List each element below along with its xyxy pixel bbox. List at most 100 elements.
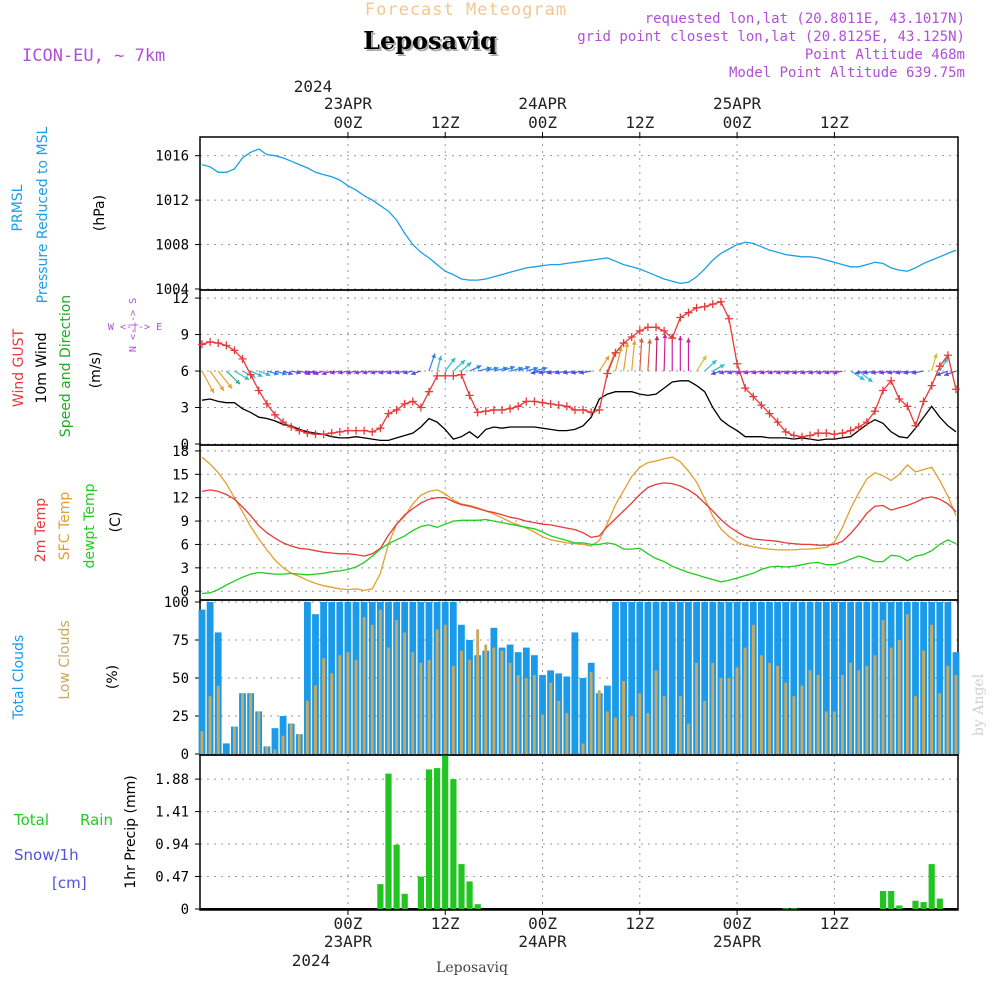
bottom-hour-label: 12Z	[625, 914, 654, 933]
wind-dir-label: Speed and Direction	[58, 295, 74, 437]
low-cloud-bar	[824, 711, 828, 754]
total-cloud-bar	[790, 602, 798, 754]
wind-arrow	[598, 355, 610, 372]
gust-marker	[295, 426, 304, 435]
wind-arrow-shaft	[639, 338, 643, 372]
wind-arrow-head	[863, 370, 868, 375]
wind-arrow	[354, 369, 365, 375]
gust-marker	[238, 354, 247, 363]
grid-point-coordinates: grid point closest lon,lat (20.8125E, 43…	[577, 29, 965, 45]
top-date-label: 23APR	[324, 94, 373, 113]
low-cloud-bar	[200, 731, 204, 754]
total-cloud-bar	[668, 602, 676, 754]
precip-bar	[385, 773, 392, 909]
total-cloud-bar	[198, 609, 206, 754]
temp-dewpt-label: dewpt Temp	[82, 483, 98, 568]
pressure-panel: 1004 1008 1012 1016	[155, 136, 959, 298]
y-tick-label: 3	[181, 561, 189, 577]
wind-arrow	[282, 370, 294, 376]
wind-arrow-head	[411, 370, 416, 376]
wind-arrow	[816, 369, 827, 375]
gust-marker	[457, 370, 466, 379]
wind-arrow-head	[362, 369, 368, 375]
wind-arrow-head	[437, 355, 443, 361]
low-cloud-bar	[468, 659, 471, 754]
low-cloud-bar	[808, 670, 812, 754]
wind-arrow-head	[530, 370, 536, 375]
wind-arrow-head	[710, 370, 716, 376]
precip-bar	[458, 864, 465, 909]
gust-marker	[270, 410, 279, 419]
wind-arrow	[534, 366, 548, 372]
precip-bar	[790, 908, 797, 910]
wind-arrow-head	[546, 370, 552, 375]
low-cloud-bar	[905, 614, 909, 754]
sfc-temp-line	[201, 456, 957, 592]
wind-arrow	[444, 357, 456, 372]
footer-location: Leposaviq	[436, 960, 508, 976]
dewpt-line	[201, 518, 957, 595]
gust-marker	[441, 371, 450, 380]
bottom-hour-label: 00Z	[528, 914, 557, 933]
wind-arrow	[686, 338, 691, 372]
wind-arrow	[858, 370, 873, 383]
low-cloud-bar	[654, 670, 658, 754]
gust-marker	[822, 429, 831, 438]
wind-arrow-head	[509, 365, 515, 371]
model-label: ICON-EU, ~ 7km	[22, 46, 165, 66]
wind-arrow-head	[281, 370, 287, 376]
gust-marker	[716, 297, 725, 306]
total-cloud-bar	[628, 602, 636, 754]
wind-arrow	[370, 369, 381, 375]
gust-marker	[425, 387, 434, 396]
gust-marker	[279, 418, 288, 427]
wind-arrow-head	[476, 365, 482, 370]
low-cloud-bar	[281, 735, 285, 754]
top-hour-label: 00Z	[333, 113, 362, 132]
wind-arrow	[850, 370, 865, 381]
wind-arrow-head	[775, 369, 781, 375]
low-cloud-bar	[954, 675, 958, 754]
total-cloud-bar	[620, 602, 627, 754]
wind-arrow-head	[719, 364, 725, 369]
t2m-line	[201, 482, 957, 557]
precip-bar	[936, 898, 943, 909]
gust-marker	[360, 426, 369, 435]
y-tick-label: 6	[181, 364, 189, 380]
low-cloud-bar	[938, 693, 942, 754]
wind-arrow	[485, 366, 499, 372]
low-cloud-bar	[735, 667, 739, 754]
low-cloud-bar	[516, 675, 520, 754]
y-tick-label: 75	[172, 633, 189, 649]
wind-arrow-head	[571, 370, 576, 375]
wind-arrow-shaft	[622, 342, 629, 372]
wind-arrow-head	[554, 370, 560, 375]
gust-marker	[927, 381, 936, 390]
precip-bar	[474, 904, 481, 909]
pressure-unit: (hPa)	[92, 195, 108, 231]
y-tick-label: 0	[181, 437, 189, 453]
wind-arrow	[538, 370, 551, 375]
wind-arrow	[832, 369, 843, 375]
gust-marker	[530, 397, 539, 406]
gust-marker	[254, 386, 263, 395]
wind-arrow	[313, 370, 324, 376]
precip-bar	[466, 881, 473, 909]
gust-marker	[335, 427, 344, 436]
wind-arrow	[402, 369, 413, 375]
precip-bar	[888, 891, 895, 909]
wind-arrow	[696, 355, 707, 372]
wind-arrow	[217, 370, 233, 390]
bottom-date-label: 24APR	[518, 932, 567, 951]
low-cloud-bar	[265, 746, 269, 754]
wind-arrow-head	[466, 362, 472, 367]
wind-arrow-head	[933, 353, 938, 359]
low-cloud-bar	[727, 678, 731, 754]
total-cloud-bar	[676, 602, 684, 754]
wind-arrow-head	[618, 346, 623, 352]
low-cloud-bar	[241, 693, 244, 754]
gust-marker	[246, 370, 255, 379]
wind-arrow-head	[296, 369, 302, 375]
